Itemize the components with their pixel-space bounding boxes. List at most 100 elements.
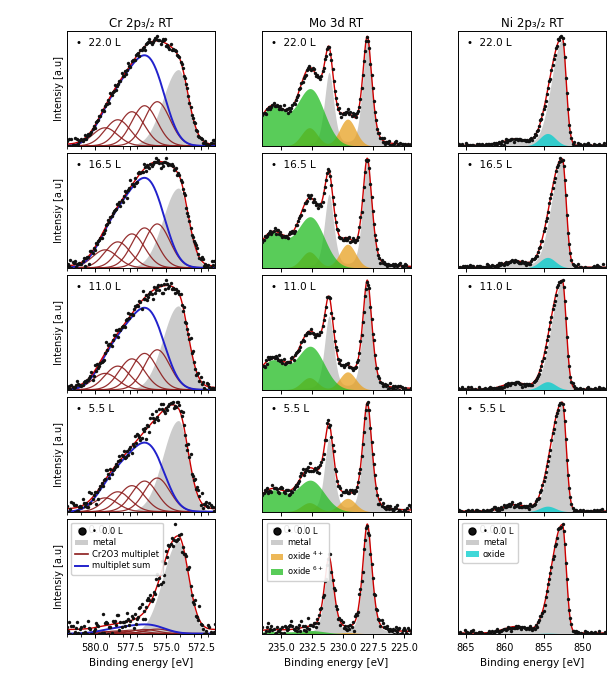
Point (286, 619, 295, 630)
Point (538, 235, 547, 246)
Point (465, 627, 475, 638)
Point (323, 163, 333, 174)
Point (306, 465, 316, 476)
Point (544, 573, 554, 584)
Point (111, 85, 121, 96)
Point (399, 622, 409, 633)
Point (267, 100, 277, 111)
Point (329, 75, 339, 86)
Point (588, 384, 597, 395)
Point (462, 261, 471, 272)
Point (588, 628, 597, 639)
Point (261, 108, 270, 119)
Point (574, 140, 584, 151)
Point (534, 369, 544, 379)
Point (182, 83, 192, 94)
Point (118, 197, 127, 208)
Point (571, 260, 581, 271)
Point (522, 135, 532, 146)
Point (190, 474, 200, 485)
Point (311, 464, 321, 475)
Point (202, 628, 212, 639)
Point (328, 440, 337, 451)
Point (537, 360, 546, 371)
Point (298, 464, 308, 475)
Point (507, 255, 517, 266)
Point (97, 355, 107, 366)
Point (66, 379, 76, 390)
Point (559, 525, 569, 536)
Point (206, 499, 216, 510)
Point (150, 287, 160, 298)
Point (189, 475, 199, 486)
Point (518, 382, 527, 393)
Point (82, 130, 92, 141)
Point (297, 336, 306, 347)
Point (521, 623, 530, 634)
Point (370, 106, 380, 117)
Point (147, 288, 157, 299)
Point (541, 466, 551, 477)
Point (585, 628, 594, 639)
Point (189, 236, 199, 247)
Point (495, 258, 504, 269)
Point (353, 607, 363, 618)
Point (85, 258, 94, 269)
Point (593, 384, 603, 395)
Point (573, 506, 583, 517)
Point (479, 628, 488, 639)
Point (557, 521, 566, 532)
Point (522, 501, 532, 512)
Point (155, 572, 164, 583)
Point (454, 628, 464, 639)
Point (537, 610, 546, 621)
Point (338, 235, 348, 246)
Point (375, 498, 384, 509)
Point (93, 621, 103, 632)
Point (472, 384, 482, 395)
Point (585, 139, 595, 150)
Point (153, 279, 163, 290)
Point (345, 236, 355, 247)
Point (380, 621, 390, 632)
Point (552, 161, 562, 172)
Point (509, 136, 518, 147)
Point (127, 610, 136, 621)
Point (561, 190, 571, 201)
Point (553, 160, 563, 171)
Point (77, 501, 86, 512)
Point (100, 473, 110, 484)
Point (143, 38, 152, 49)
Point (104, 340, 113, 351)
Point (199, 628, 209, 639)
Point (190, 595, 200, 606)
Point (457, 139, 467, 150)
Point (352, 610, 362, 621)
Point (113, 78, 123, 89)
Point (457, 381, 467, 392)
Point (135, 295, 144, 306)
Point (192, 369, 202, 379)
Point (171, 162, 181, 173)
Point (582, 138, 592, 149)
Point (208, 502, 217, 513)
Point (490, 262, 499, 273)
Point (124, 308, 133, 319)
Point (484, 626, 494, 637)
Point (456, 384, 466, 395)
Point (490, 384, 499, 395)
Point (354, 102, 364, 113)
Point (559, 160, 569, 171)
Point (581, 384, 591, 395)
Point (384, 136, 394, 147)
Point (191, 484, 201, 495)
Point (279, 353, 289, 364)
Point (482, 259, 491, 270)
Point (491, 503, 501, 514)
Point (304, 60, 314, 71)
Point (573, 259, 583, 270)
Point (477, 506, 487, 517)
Point (505, 256, 515, 267)
Point (269, 225, 278, 236)
Point (206, 138, 216, 149)
